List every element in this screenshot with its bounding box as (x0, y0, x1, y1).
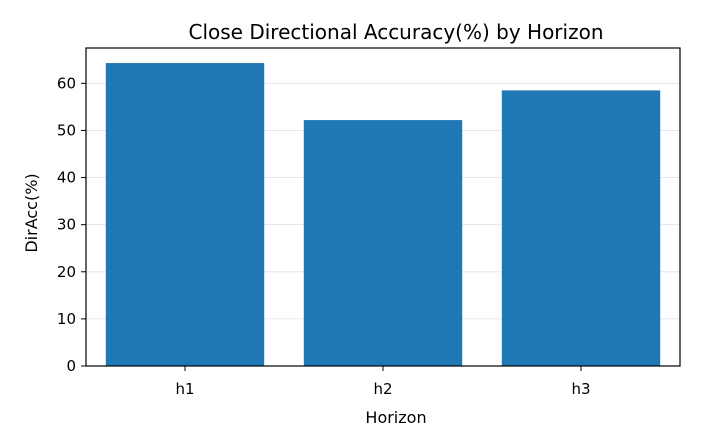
bar-h1 (105, 63, 265, 366)
y-tick-label: 60 (57, 74, 76, 92)
y-tick-label: 40 (57, 169, 76, 187)
y-axis-label: DirAcc(%) (22, 173, 41, 252)
x-axis-ticks: h1 h2 h3 (175, 366, 591, 398)
x-tick-label: h1 (175, 380, 194, 398)
y-axis-ticks: 0 10 20 30 40 50 60 (57, 74, 86, 375)
bar-h2 (303, 120, 463, 366)
bars (105, 63, 661, 367)
y-tick-label: 20 (57, 263, 76, 281)
bar-h3 (501, 90, 661, 367)
y-tick-label: 0 (66, 357, 76, 375)
y-tick-label: 50 (57, 121, 76, 139)
x-tick-label: h2 (373, 380, 392, 398)
x-axis-label: Horizon (365, 408, 426, 427)
y-tick-label: 10 (57, 310, 76, 328)
y-tick-label: 30 (57, 216, 76, 234)
chart-title: Close Directional Accuracy(%) by Horizon (189, 20, 604, 44)
x-tick-label: h3 (571, 380, 590, 398)
